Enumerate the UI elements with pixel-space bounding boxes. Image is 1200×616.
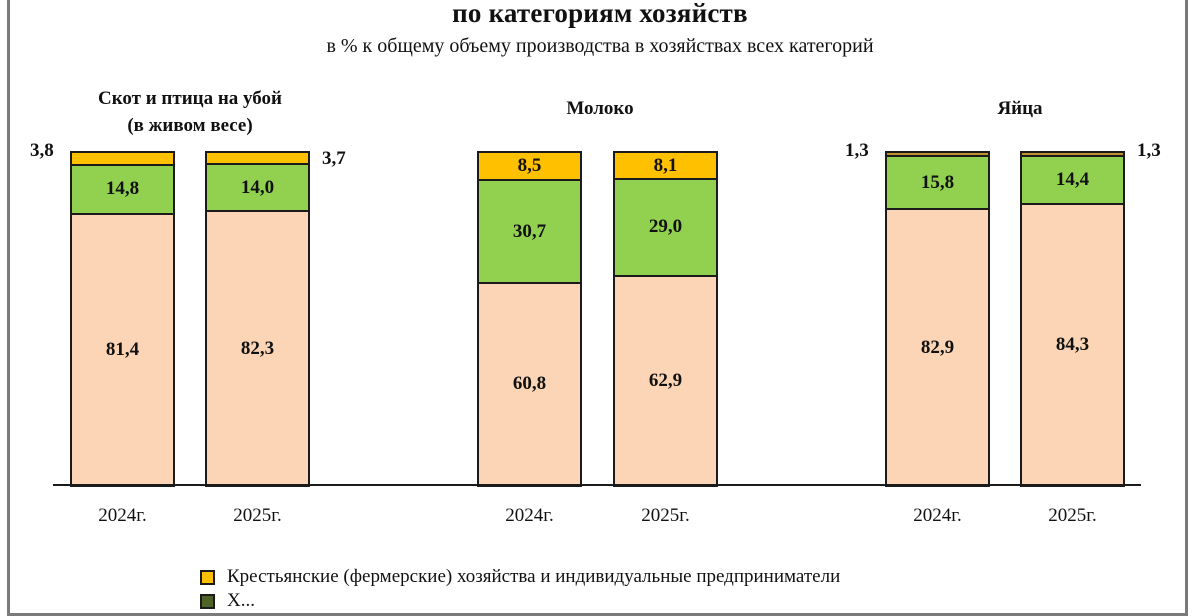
- segment-organizations: 30,7: [477, 179, 582, 284]
- stacked-bar: 14,0 82,3: [205, 151, 310, 487]
- stacked-bar: 8,1 29,0 62,9: [613, 151, 718, 487]
- value-label-farms: 3,7: [322, 148, 346, 169]
- x-label: 2025г.: [233, 505, 282, 526]
- legend-item-second: Х...: [200, 589, 840, 613]
- segment-organizations: 14,8: [70, 163, 175, 216]
- group-title-line2: (в живом весе): [127, 115, 253, 136]
- legend-label: Крестьянские (фермерские) хозяйства и ин…: [227, 566, 841, 587]
- stacked-bar: 15,8 82,9: [885, 151, 990, 487]
- group-title-eggs: Яйца: [997, 98, 1043, 119]
- segment-households: 82,9: [885, 208, 990, 487]
- segment-households: 62,9: [613, 274, 718, 487]
- group-title-line1: Скот и птица на убой: [97, 88, 283, 109]
- stacked-bar: 14,4 84,3: [1020, 151, 1125, 487]
- segment-households: 82,3: [205, 210, 310, 487]
- segment-households: 81,4: [70, 213, 175, 487]
- segment-farms: 8,5: [477, 151, 582, 182]
- group-title-milk: Молоко: [566, 98, 634, 119]
- value-label-farms: 3,8: [30, 140, 54, 161]
- segment-farms: 8,1: [613, 151, 718, 181]
- segment-organizations: 29,0: [613, 178, 718, 277]
- x-label: 2024г.: [913, 505, 962, 526]
- value-label-farms: 1,3: [1137, 140, 1161, 161]
- legend-swatch-icon: [200, 593, 215, 609]
- stacked-bar: 8,5 30,7 60,8: [477, 151, 582, 487]
- legend-item-farms: Крестьянские (фермерские) хозяйства и ин…: [200, 565, 840, 589]
- segment-households: 84,3: [1020, 203, 1125, 487]
- legend: Крестьянские (фермерские) хозяйства и ин…: [200, 565, 840, 613]
- group-title-livestock: Скот и птица на убой (в живом весе): [40, 85, 340, 139]
- segment-organizations: 15,8: [885, 155, 990, 211]
- segment-households: 60,8: [477, 281, 582, 487]
- stacked-bar: 14,8 81,4: [70, 151, 175, 487]
- segment-organizations: 14,0: [205, 163, 310, 213]
- x-axis: [53, 484, 1141, 486]
- legend-swatch-icon: [200, 569, 215, 585]
- chart-title: по категориям хозяйств: [452, 0, 748, 28]
- legend-label: Х...: [227, 590, 255, 611]
- x-label: 2024г.: [505, 505, 554, 526]
- value-label-farms: 1,3: [845, 140, 869, 161]
- x-label: 2024г.: [98, 505, 147, 526]
- segment-organizations: 14,4: [1020, 155, 1125, 206]
- x-label: 2025г.: [1048, 505, 1097, 526]
- x-label: 2025г.: [641, 505, 690, 526]
- chart-subtitle: в % к общему объему производства в хозяй…: [326, 35, 874, 57]
